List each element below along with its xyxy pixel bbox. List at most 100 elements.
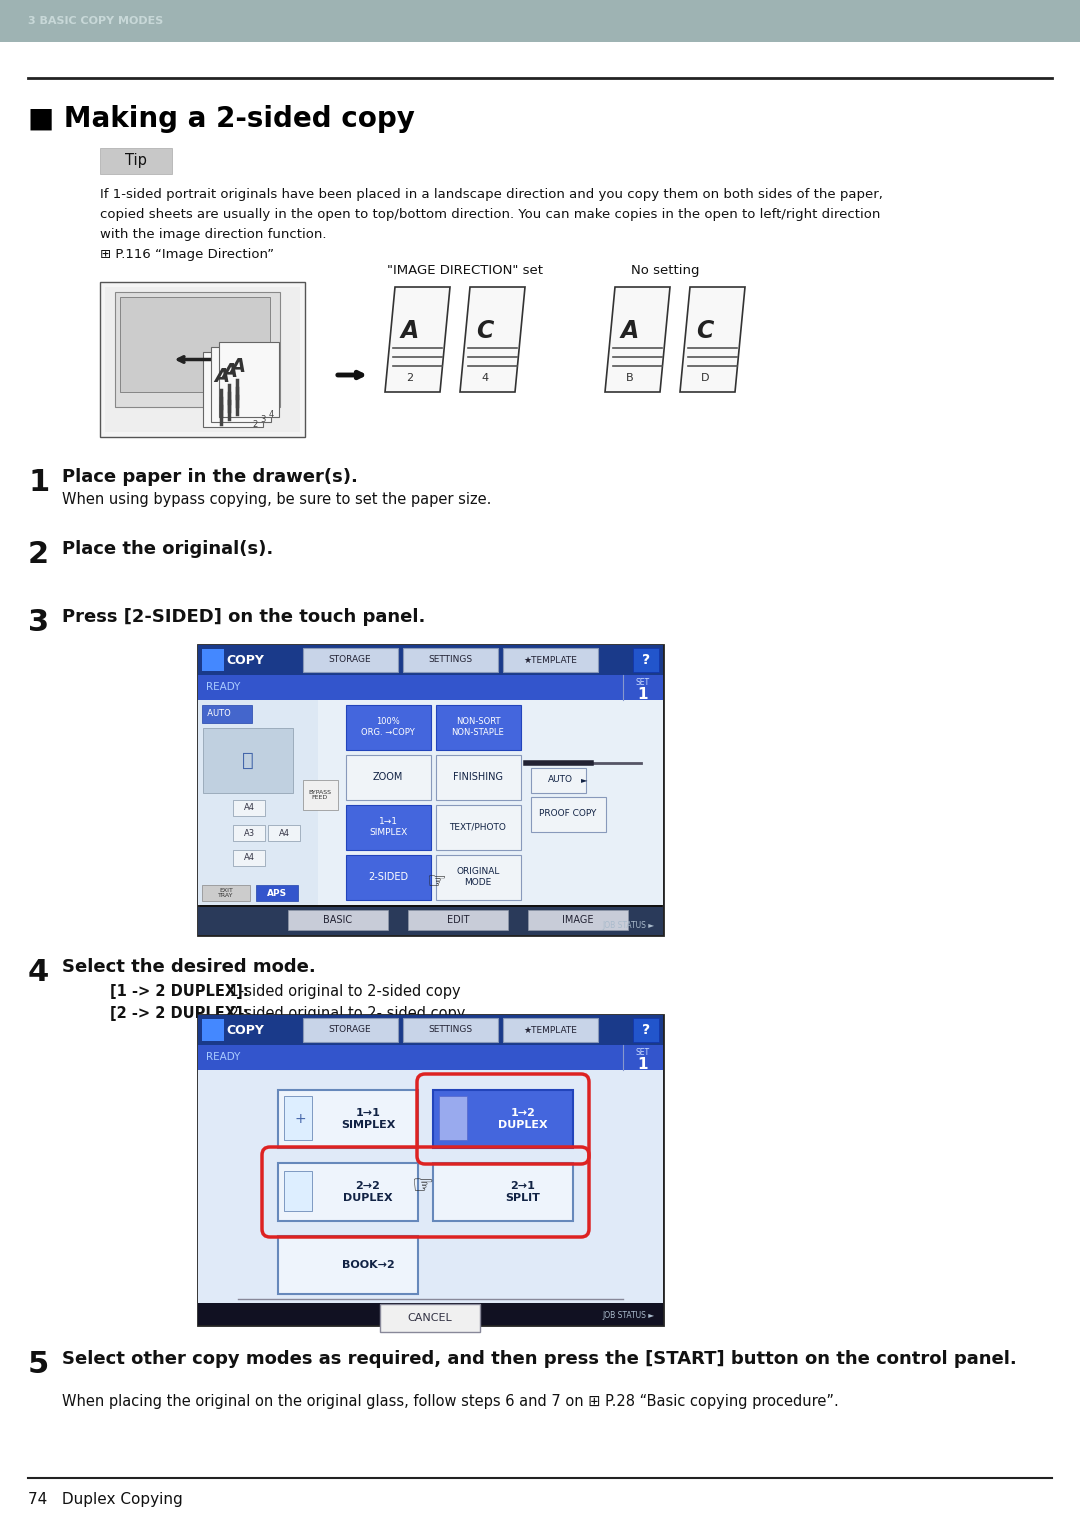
Bar xyxy=(303,648,399,672)
Text: EDIT: EDIT xyxy=(447,915,469,924)
Text: ?: ? xyxy=(642,1024,650,1038)
Text: 2: 2 xyxy=(406,373,414,384)
Text: ★TEMPLATE: ★TEMPLATE xyxy=(523,656,577,665)
Polygon shape xyxy=(680,287,745,393)
Text: ZOOM: ZOOM xyxy=(373,772,403,782)
Bar xyxy=(503,1018,598,1042)
Text: +: + xyxy=(294,1112,306,1126)
Bar xyxy=(100,283,305,437)
Text: 5: 5 xyxy=(28,1351,50,1378)
Text: When using bypass copying, be sure to set the paper size.: When using bypass copying, be sure to se… xyxy=(62,492,491,507)
Bar xyxy=(433,1163,573,1221)
Bar xyxy=(278,1089,418,1148)
Text: [1 -> 2 DUPLEX]:: [1 -> 2 DUPLEX]: xyxy=(110,984,248,999)
Text: 2: 2 xyxy=(28,539,49,568)
Text: READY: READY xyxy=(206,681,241,692)
Bar xyxy=(436,856,521,900)
Bar xyxy=(346,856,431,900)
Bar xyxy=(346,755,431,801)
Text: 4: 4 xyxy=(28,958,50,987)
Text: A3: A3 xyxy=(243,828,255,837)
Bar xyxy=(303,779,338,810)
Bar xyxy=(528,911,627,931)
Bar xyxy=(633,1018,659,1042)
Text: 3 BASIC COPY MODES: 3 BASIC COPY MODES xyxy=(28,15,163,26)
Text: READY: READY xyxy=(206,1051,241,1062)
Text: 1: 1 xyxy=(638,1057,648,1073)
Text: 1→2
DUPLEX: 1→2 DUPLEX xyxy=(498,1108,548,1129)
Text: 2-sided original to 2- sided copy: 2-sided original to 2- sided copy xyxy=(225,1005,465,1021)
Bar xyxy=(436,755,521,801)
Bar xyxy=(284,1096,312,1140)
Text: CANCEL: CANCEL xyxy=(407,1313,453,1323)
Bar xyxy=(256,885,298,902)
Text: A: A xyxy=(401,318,419,342)
Bar xyxy=(198,908,663,935)
Text: ►: ► xyxy=(581,776,588,784)
Bar xyxy=(233,801,265,816)
Bar xyxy=(503,648,598,672)
Text: 2-SIDED: 2-SIDED xyxy=(368,872,408,882)
Text: SETTINGS: SETTINGS xyxy=(428,656,472,665)
Text: A: A xyxy=(230,356,245,376)
Text: A4: A4 xyxy=(243,854,255,862)
Text: A4: A4 xyxy=(279,828,289,837)
Text: EXIT
TRAY: EXIT TRAY xyxy=(218,888,233,898)
Text: 1→1
SIMPLEX: 1→1 SIMPLEX xyxy=(341,1108,395,1129)
Bar xyxy=(114,292,280,406)
Text: C: C xyxy=(696,318,714,342)
Polygon shape xyxy=(460,287,525,393)
Bar xyxy=(203,351,262,426)
Bar xyxy=(633,648,659,672)
Text: COPY: COPY xyxy=(226,1024,264,1036)
Bar xyxy=(198,1303,663,1325)
Bar xyxy=(105,287,300,432)
Text: 1: 1 xyxy=(638,688,648,701)
Bar xyxy=(202,704,252,723)
Bar xyxy=(203,727,293,793)
Bar xyxy=(198,645,663,935)
Text: BYPASS
FEED: BYPASS FEED xyxy=(309,790,332,801)
Text: B: B xyxy=(626,373,634,384)
Bar xyxy=(198,1070,663,1325)
Bar xyxy=(438,1096,467,1140)
Text: A: A xyxy=(621,318,639,342)
Text: APS: APS xyxy=(267,888,287,897)
Bar xyxy=(278,1163,418,1221)
Text: 🖨: 🖨 xyxy=(242,750,254,770)
Text: NON-SORT
NON-STAPLE: NON-SORT NON-STAPLE xyxy=(451,717,504,736)
Bar xyxy=(202,1019,224,1041)
Bar xyxy=(288,911,388,931)
Text: Select the desired mode.: Select the desired mode. xyxy=(62,958,315,976)
Text: AUTO: AUTO xyxy=(548,776,573,784)
Bar xyxy=(198,645,663,675)
Text: Place the original(s).: Place the original(s). xyxy=(62,539,273,558)
Text: No setting: No setting xyxy=(631,264,699,277)
Text: A: A xyxy=(215,367,230,385)
Polygon shape xyxy=(384,287,450,393)
Text: ORIGINAL
MODE: ORIGINAL MODE xyxy=(457,868,500,886)
Bar xyxy=(380,1303,480,1332)
Polygon shape xyxy=(605,287,670,393)
Bar xyxy=(100,148,172,174)
Text: 2: 2 xyxy=(253,420,257,429)
Bar xyxy=(202,649,224,671)
Text: BASIC: BASIC xyxy=(323,915,352,924)
Text: copied sheets are usually in the open to top/bottom direction. You can make copi: copied sheets are usually in the open to… xyxy=(100,208,880,222)
Bar xyxy=(268,825,300,840)
Text: AUTO: AUTO xyxy=(202,709,231,718)
Text: If 1-sided portrait originals have been placed in a landscape direction and you : If 1-sided portrait originals have been … xyxy=(100,188,882,202)
Text: A4: A4 xyxy=(243,804,255,813)
Bar xyxy=(346,704,431,750)
Text: C: C xyxy=(476,318,494,342)
Bar xyxy=(531,798,606,833)
Bar xyxy=(403,648,498,672)
Bar xyxy=(202,885,249,902)
Bar xyxy=(198,700,318,905)
Bar xyxy=(436,805,521,850)
Text: 74   Duplex Copying: 74 Duplex Copying xyxy=(28,1491,183,1507)
Text: BOOK→2: BOOK→2 xyxy=(341,1261,394,1270)
Text: JOB STATUS ►: JOB STATUS ► xyxy=(603,1311,654,1320)
Text: ☞: ☞ xyxy=(426,872,446,892)
Bar xyxy=(403,1018,498,1042)
